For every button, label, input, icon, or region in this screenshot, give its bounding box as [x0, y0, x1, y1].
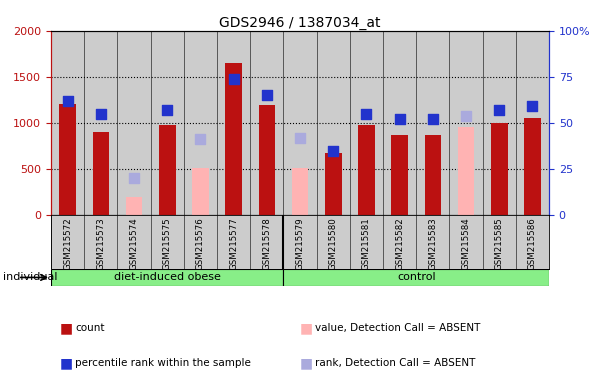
Text: GSM215579: GSM215579	[296, 218, 305, 270]
Text: ■: ■	[60, 356, 73, 370]
Point	[295, 134, 305, 141]
Bar	[425, 135, 441, 215]
Point	[395, 116, 404, 122]
Point	[196, 136, 205, 142]
Point	[96, 111, 106, 117]
Point	[461, 113, 471, 119]
Text: GSM215586: GSM215586	[528, 218, 537, 270]
Bar	[51, 269, 283, 286]
Point	[63, 98, 73, 104]
Text: ■: ■	[300, 321, 313, 335]
Point	[229, 76, 238, 82]
Bar	[192, 168, 209, 215]
Text: GSM215576: GSM215576	[196, 218, 205, 270]
Bar	[259, 105, 275, 215]
Text: GSM215581: GSM215581	[362, 218, 371, 270]
Text: GSM215574: GSM215574	[130, 218, 139, 270]
Text: GSM215572: GSM215572	[63, 218, 72, 270]
Text: ■: ■	[300, 356, 313, 370]
Text: GSM215580: GSM215580	[329, 218, 338, 270]
Text: GSM215573: GSM215573	[97, 218, 106, 270]
Bar	[391, 135, 408, 215]
Bar	[59, 104, 76, 215]
Point	[362, 111, 371, 117]
Text: rank, Detection Call = ABSENT: rank, Detection Call = ABSENT	[315, 358, 475, 368]
Point	[129, 175, 139, 181]
Text: percentile rank within the sample: percentile rank within the sample	[75, 358, 251, 368]
Point	[527, 103, 537, 109]
Bar	[92, 132, 109, 215]
Text: GSM215578: GSM215578	[262, 218, 271, 270]
Bar	[325, 153, 341, 215]
Bar	[283, 269, 549, 286]
Text: GSM215577: GSM215577	[229, 218, 238, 270]
Bar	[292, 168, 308, 215]
Bar	[126, 197, 142, 215]
Bar	[159, 125, 176, 215]
Text: value, Detection Call = ABSENT: value, Detection Call = ABSENT	[315, 323, 481, 333]
Point	[428, 116, 437, 122]
Text: GSM215585: GSM215585	[495, 218, 504, 270]
Bar	[458, 127, 475, 215]
Title: GDS2946 / 1387034_at: GDS2946 / 1387034_at	[219, 16, 381, 30]
Point	[328, 147, 338, 154]
Bar	[491, 123, 508, 215]
Text: individual: individual	[3, 272, 58, 283]
Text: count: count	[75, 323, 104, 333]
Text: diet-induced obese: diet-induced obese	[114, 272, 221, 283]
Text: control: control	[397, 272, 436, 283]
Bar	[226, 63, 242, 215]
Text: GSM215582: GSM215582	[395, 218, 404, 270]
Point	[163, 107, 172, 113]
Text: GSM215575: GSM215575	[163, 218, 172, 270]
Point	[262, 92, 272, 98]
Text: ■: ■	[60, 321, 73, 335]
Bar	[358, 125, 375, 215]
Text: GSM215583: GSM215583	[428, 218, 437, 270]
Text: GSM215584: GSM215584	[461, 218, 470, 270]
Bar	[524, 118, 541, 215]
Point	[494, 107, 504, 113]
